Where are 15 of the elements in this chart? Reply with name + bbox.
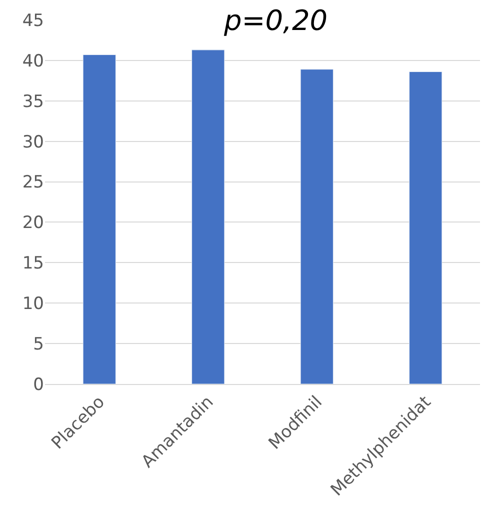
bar — [300, 69, 334, 384]
y-tick-label: 0 — [33, 374, 44, 395]
annotation: p=0,20 — [223, 4, 328, 37]
y-tick-label: 20 — [22, 213, 44, 234]
bar — [192, 50, 225, 384]
y-tick-label: 35 — [22, 92, 44, 112]
y-tick-label: 15 — [22, 254, 44, 274]
y-tick-label: 45 — [22, 10, 44, 31]
y-tick-label: 30 — [22, 132, 44, 152]
bar — [82, 54, 116, 384]
bar — [409, 72, 442, 384]
y-tick-label: 10 — [22, 294, 44, 314]
y-tick-label: 5 — [33, 334, 44, 355]
y-tick-label: 25 — [22, 172, 44, 193]
y-tick-label: 40 — [22, 51, 44, 72]
